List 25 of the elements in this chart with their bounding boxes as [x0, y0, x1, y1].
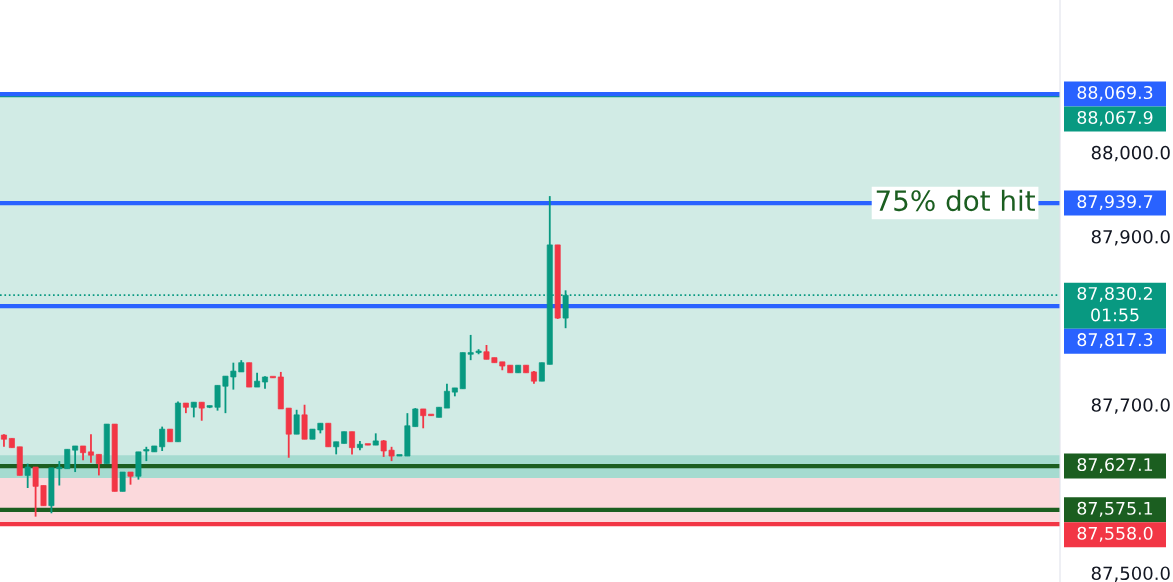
candlestick [198, 401, 205, 422]
candlestick [88, 433, 94, 464]
candlestick [420, 408, 427, 430]
ref-line-label: 87,627.1 [1077, 457, 1153, 473]
ref-line-label: 88,069.3 [1077, 85, 1153, 101]
y-tick-label: 88,000.0 [1091, 145, 1170, 162]
y-tick-label: 87,500.0 [1091, 566, 1170, 582]
ref-line-label: 87,558.0 [1077, 526, 1153, 542]
candlestick [95, 453, 102, 477]
y-tick-label: 87,900.0 [1091, 229, 1170, 246]
candlestick [443, 382, 450, 410]
candlestick [119, 471, 126, 493]
ref-line-label: 87,830.2 01:55 [1077, 286, 1152, 322]
candlestick [349, 430, 355, 456]
ref-line-label: 87,575.1 [1077, 501, 1153, 517]
y-tick-label: 87,700.0 [1091, 398, 1170, 414]
candlestick [538, 361, 545, 383]
ref-line-label: 88,067.9 [1077, 110, 1153, 126]
annotation: 75% dot hit [876, 189, 1035, 212]
candlestick [24, 462, 31, 489]
candlestick [72, 445, 79, 473]
ref-line-label: 87,939.7 [1077, 194, 1153, 210]
ref-line-label: 87,817.3 [1077, 333, 1153, 349]
candlestick [293, 408, 300, 436]
candlestick [325, 422, 332, 448]
